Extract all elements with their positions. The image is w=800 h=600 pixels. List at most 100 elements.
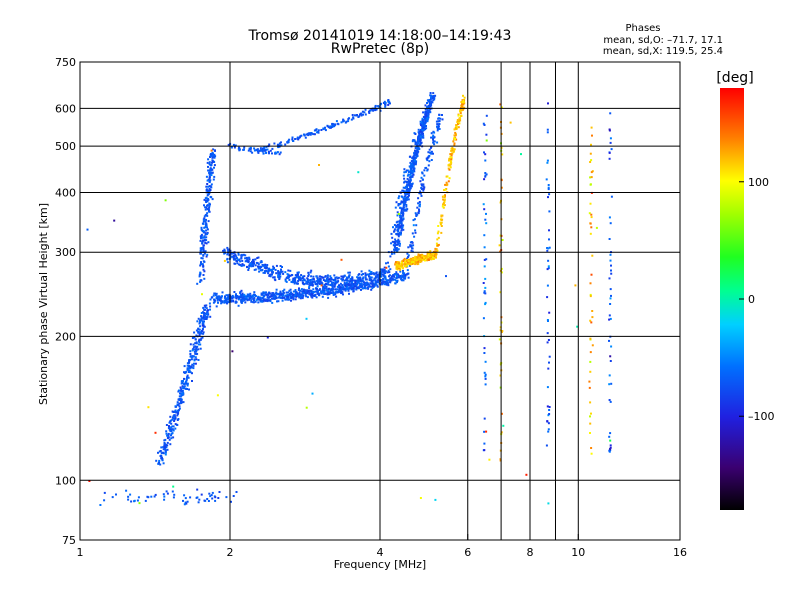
echo-point <box>590 143 592 146</box>
echo-point <box>336 291 339 294</box>
echo-point <box>417 262 420 265</box>
echo-point <box>423 127 426 130</box>
echo-point <box>419 180 422 183</box>
echo-point <box>609 288 612 291</box>
echo-point <box>195 329 198 332</box>
echo-point <box>206 183 209 185</box>
echo-point <box>422 183 425 186</box>
echo-point <box>264 265 267 268</box>
echo-point <box>546 332 549 335</box>
echo-point <box>401 189 404 192</box>
echo-point <box>432 99 435 102</box>
echo-point <box>242 253 245 256</box>
echo-point <box>413 132 416 135</box>
echo-point <box>318 275 321 278</box>
echo-point <box>252 259 254 261</box>
echo-point <box>170 428 173 431</box>
echo-point <box>235 301 238 304</box>
echo-point <box>436 141 439 144</box>
echo-point <box>298 287 300 290</box>
echo-point <box>548 355 551 358</box>
echo-point <box>546 296 549 299</box>
echo-point <box>400 210 403 213</box>
echo-point <box>395 279 397 282</box>
echo-point <box>406 269 409 272</box>
echo-point <box>498 244 501 247</box>
echo-point <box>414 163 417 166</box>
echo-point <box>406 208 409 211</box>
echo-point <box>429 92 432 94</box>
echo-point <box>377 275 380 278</box>
echo-point <box>429 94 432 97</box>
echo-point <box>306 278 309 281</box>
echo-point <box>241 292 244 295</box>
echo-point <box>610 345 613 348</box>
echo-point <box>267 270 270 273</box>
echo-point <box>320 284 323 287</box>
echo-point <box>483 258 486 261</box>
echo-point <box>205 239 208 242</box>
echo-point <box>346 279 349 282</box>
echo-point <box>173 414 176 417</box>
echo-point <box>434 254 437 257</box>
echo-point <box>267 150 270 153</box>
echo-point <box>500 267 503 270</box>
echo-point <box>385 262 387 265</box>
echo-point <box>209 185 212 188</box>
echo-point <box>327 290 330 293</box>
echo-point <box>205 315 208 318</box>
echo-point <box>310 289 313 292</box>
echo-point <box>309 281 312 284</box>
echo-point <box>227 143 230 146</box>
echo-point <box>437 120 440 123</box>
echo-point <box>420 124 423 127</box>
echo-point <box>166 434 169 437</box>
chart-subtitle: RwPretec (8p) <box>331 41 429 57</box>
echo-point <box>462 103 465 106</box>
echo-point <box>422 111 425 114</box>
echo-point <box>610 382 613 385</box>
echo-point <box>407 173 410 176</box>
echo-point <box>332 288 335 291</box>
echo-point <box>412 261 415 264</box>
echo-point <box>307 279 310 282</box>
echo-point <box>183 386 185 389</box>
echo-point <box>354 279 357 282</box>
echo-point <box>390 252 393 255</box>
echo-point <box>354 281 357 284</box>
echo-point <box>608 314 611 317</box>
echo-point <box>314 290 317 293</box>
echo-point <box>310 269 313 272</box>
echo-point <box>609 141 612 144</box>
echo-point <box>483 291 486 294</box>
echo-point <box>277 300 280 303</box>
echo-point <box>247 149 250 152</box>
echo-point <box>435 256 437 259</box>
echo-point <box>401 275 404 278</box>
echo-point <box>210 149 213 152</box>
echo-point <box>272 268 275 271</box>
echo-point <box>589 401 592 404</box>
echo-point <box>424 111 427 114</box>
echo-point <box>352 116 355 119</box>
echo-point <box>416 143 418 146</box>
echo-point <box>267 292 270 295</box>
echo-point <box>203 217 206 220</box>
echo-point <box>387 279 390 282</box>
echo-point <box>424 256 427 259</box>
echo-point <box>450 153 453 156</box>
echo-point <box>402 205 405 208</box>
echo-point <box>412 224 415 227</box>
echo-point <box>364 108 367 111</box>
echo-point <box>319 277 322 280</box>
echo-point <box>226 294 229 297</box>
echo-point <box>368 275 370 278</box>
echo-point <box>194 362 197 365</box>
echo-point <box>421 184 423 187</box>
echo-point <box>546 420 549 423</box>
echo-point <box>322 128 325 131</box>
echo-point <box>547 267 550 270</box>
echo-point <box>181 387 184 390</box>
echo-point <box>300 288 303 291</box>
echo-point <box>161 458 164 460</box>
